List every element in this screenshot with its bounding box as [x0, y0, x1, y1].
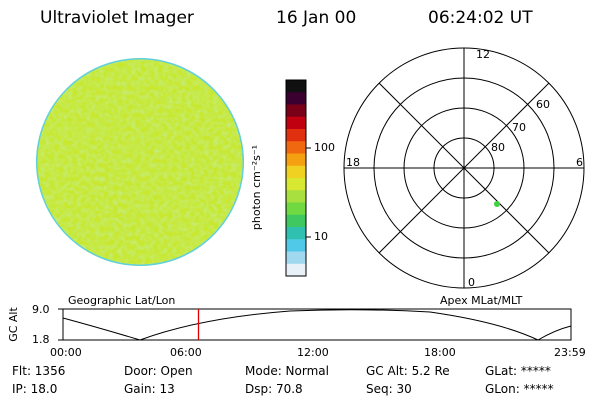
colorbar-tick-100: 100: [314, 141, 335, 154]
gain-value: Gain: 13: [124, 382, 175, 396]
mlt-label-6: 6: [576, 156, 583, 169]
colorbar-band: [286, 214, 306, 228]
seq-value: Seq: 30: [366, 382, 412, 396]
colorbar-band: [286, 153, 306, 167]
dsp-value: Dsp: 70.8: [245, 382, 303, 396]
colorbar-band: [286, 92, 306, 106]
glat-value: GLat: *****: [485, 364, 551, 378]
time-label: 06:24:02 UT: [428, 8, 533, 28]
colorbar-band: [286, 178, 306, 191]
colorbar-band: [286, 80, 306, 93]
flight-number: Flt: 1356: [12, 364, 66, 378]
colorbar-tick-10: 10: [314, 230, 328, 243]
glon-value: GLon: *****: [485, 382, 554, 396]
mlt-label-12: 12: [476, 48, 490, 61]
colorbar-band: [286, 263, 306, 277]
mlt-label-18: 18: [346, 156, 360, 169]
door-status: Door: Open: [124, 364, 193, 378]
app-title: Ultraviolet Imager: [40, 8, 194, 28]
colorbar-band: [286, 165, 306, 179]
x-tick-1200: 12:00: [297, 346, 329, 359]
polar-plot: [343, 47, 585, 289]
x-tick-2359: 23:59: [554, 346, 586, 359]
mode-value: Mode: Normal: [245, 364, 329, 378]
ip-value: IP: 18.0: [12, 382, 58, 396]
colorbar-band: [286, 141, 306, 155]
mlt-label-0: 0: [468, 276, 475, 289]
x-tick-0600: 06:00: [170, 346, 202, 359]
colorbar-frame: [285, 79, 307, 277]
colorbar-band: [286, 116, 306, 130]
gc-alt-axis-label: GC Alt: [6, 307, 20, 342]
altitude-timeline: [58, 308, 572, 341]
lat-label-70: 70: [512, 121, 526, 134]
x-tick-1800: 18:00: [424, 346, 456, 359]
colorbar-band: [286, 202, 306, 216]
y-min-label: 1.8: [32, 333, 50, 346]
colorbar-band: [286, 129, 306, 142]
lat-label-80: 80: [491, 141, 505, 154]
gc-alt-value: GC Alt: 5.2 Re: [366, 364, 450, 378]
geo-coords-label: Geographic Lat/Lon: [68, 294, 176, 307]
colorbar-band: [286, 227, 306, 240]
colorbar-unit-label: photon cm⁻²s⁻¹: [250, 144, 264, 231]
earth-image-disk: [36, 58, 244, 266]
colorbar: [286, 80, 306, 277]
y-max-label: 9.0: [32, 303, 50, 316]
x-tick-0000: 00:00: [50, 346, 82, 359]
colorbar-band: [286, 104, 306, 118]
colorbar-band: [286, 251, 306, 265]
lat-label-60: 60: [536, 98, 550, 111]
colorbar-band: [286, 239, 306, 253]
colorbar-band: [286, 190, 306, 204]
apex-coords-label: Apex MLat/MLT: [440, 294, 523, 307]
date-label: 16 Jan 00: [276, 8, 357, 28]
satellite-position-marker: [494, 201, 500, 207]
